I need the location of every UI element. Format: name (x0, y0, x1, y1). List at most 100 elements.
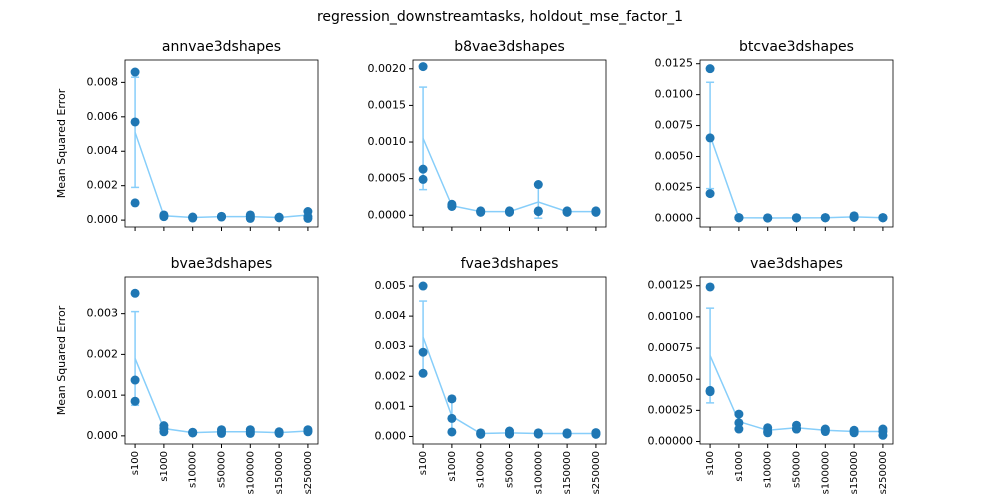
seed-point (878, 213, 888, 223)
y-tick-label: 0.0125 (655, 57, 694, 70)
seed-point (476, 428, 486, 438)
axes-frame (412, 276, 607, 445)
mean-line (134, 358, 308, 434)
y-tick-label: 0.0020 (368, 62, 407, 75)
y-tick-label: 0.002 (87, 179, 119, 192)
y-tick-label: 0.003 (375, 339, 407, 352)
seed-point (447, 427, 457, 437)
y-tick-label: 0.000 (87, 213, 119, 226)
axes-frame (412, 59, 607, 228)
seed-point (217, 212, 226, 222)
seed-point (705, 282, 715, 292)
y-tick-label: 0.00050 (648, 372, 694, 385)
subplot-title: bvae3dshapes (171, 256, 273, 272)
y-tick-label: 0.00100 (648, 310, 694, 323)
y-tick-label: 0.00025 (648, 403, 694, 416)
seed-point (217, 427, 226, 437)
seed-point (820, 425, 830, 435)
seed-point (705, 387, 715, 397)
x-tick-label: s100000 (820, 451, 831, 494)
seed-point (505, 428, 514, 438)
y-tick-label: 0.00000 (648, 435, 694, 448)
y-tick-label: 0.008 (87, 75, 119, 88)
subplot-title: annvae3dshapes (162, 39, 281, 55)
y-axis-label: Mean Squared Error (55, 305, 68, 415)
x-tick-label: s50000 (505, 451, 516, 488)
seed-point (159, 424, 169, 434)
y-tick-label: 0.00125 (648, 279, 694, 292)
y-tick-label: 0.001 (375, 399, 407, 412)
seed-point (505, 206, 514, 216)
x-tick-label: s50000 (217, 451, 228, 488)
x-tick-label: s150000 (562, 451, 573, 494)
x-tick-label: s10000 (188, 451, 199, 488)
seed-point (245, 212, 255, 222)
seed-point (878, 427, 888, 437)
x-tick-label: s10000 (763, 451, 774, 488)
subplot-title: btcvae3dshapes (739, 39, 854, 55)
seed-point (188, 212, 198, 222)
seed-point (820, 213, 830, 223)
y-tick-label: 0.00075 (648, 341, 694, 354)
y-tick-label: 0.0050 (655, 149, 694, 162)
y-tick-label: 0.0015 (368, 98, 407, 111)
y-tick-label: 0.000 (375, 429, 407, 442)
seed-point (130, 117, 140, 127)
seed-point (734, 409, 744, 419)
seed-point (274, 212, 284, 222)
seed-point (447, 413, 457, 423)
y-tick-label: 0.006 (87, 110, 119, 123)
seed-point (159, 212, 169, 222)
y-tick-label: 0.0000 (655, 211, 694, 224)
y-tick-label: 0.0075 (655, 119, 694, 132)
seed-point (418, 62, 428, 72)
x-tick-label: s150000 (849, 451, 860, 494)
y-tick-label: 0.0025 (655, 180, 694, 193)
y-tick-label: 0.0010 (368, 135, 407, 148)
seed-point (130, 375, 140, 385)
y-tick-label: 0.000 (87, 429, 119, 442)
seed-point (418, 174, 428, 184)
x-tick-label: s1000 (447, 451, 458, 482)
x-tick-label: s1000 (734, 451, 745, 482)
y-tick-label: 0.0000 (368, 208, 407, 221)
seed-point (130, 396, 140, 406)
subplot-title: b8vae3dshapes (454, 39, 565, 55)
y-axis-label: Mean Squared Error (55, 88, 68, 198)
x-tick-label: s100 (418, 451, 429, 475)
seed-point (130, 288, 140, 298)
seed-point (418, 347, 428, 357)
y-tick-label: 0.003 (87, 307, 119, 320)
x-tick-label: s100000 (245, 451, 256, 494)
seed-point (447, 201, 457, 211)
y-tick-label: 0.0005 (368, 172, 407, 185)
x-tick-label: s100000 (533, 451, 544, 494)
x-tick-label: s250000 (303, 451, 314, 494)
seed-point (734, 213, 744, 223)
mean-line (134, 132, 308, 219)
x-tick-label: s250000 (591, 451, 602, 494)
seed-point (533, 207, 543, 217)
y-tick-label: 0.0100 (655, 88, 694, 101)
seed-point (763, 428, 773, 438)
seed-point (303, 426, 313, 436)
seed-point (562, 206, 572, 216)
y-tick-label: 0.001 (87, 388, 119, 401)
subplot-title: fvae3dshapes (461, 256, 559, 272)
seed-point (130, 198, 140, 208)
seed-point (734, 418, 744, 428)
y-tick-label: 0.004 (87, 144, 119, 157)
seed-point (705, 133, 715, 143)
seed-point (705, 64, 715, 74)
mean-line (422, 138, 596, 213)
seed-point (849, 425, 859, 435)
x-tick-label: s250000 (878, 451, 889, 494)
seed-point (188, 427, 198, 437)
x-tick-label: s150000 (274, 451, 285, 494)
y-tick-label: 0.004 (375, 309, 407, 322)
axes-frame (699, 276, 894, 445)
seed-point (533, 180, 543, 190)
seed-point (591, 428, 601, 438)
figure-title: regression_downstreamtasks, holdout_mse_… (317, 9, 683, 25)
